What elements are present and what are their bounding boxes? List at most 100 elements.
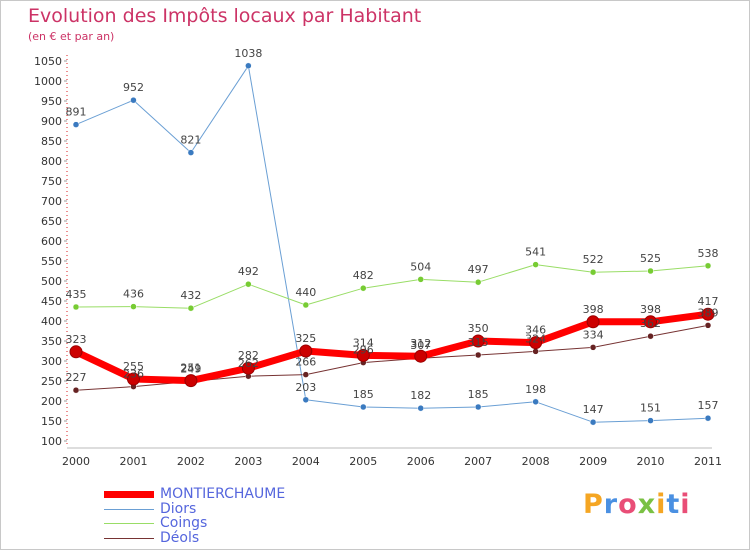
data-label-coings: 436 [123,288,144,301]
x-tick-label: 2010 [637,455,665,468]
data-label-dols: 236 [123,368,144,381]
data-point-montierchaume [471,334,485,348]
y-tick-label: 250 [41,375,62,388]
data-point-dols [474,351,482,359]
data-point-diors [245,62,252,70]
data-label-montierchaume: 398 [640,303,661,316]
data-label-montierchaume: 325 [295,332,316,345]
data-label-coings: 492 [238,265,259,278]
y-tick-label: 750 [41,175,62,188]
data-point-coings [532,261,539,268]
data-point-coings [474,278,482,286]
data-point-montierchaume [69,345,83,359]
series-line-diors [75,65,709,423]
y-tick-label: 350 [41,335,62,348]
data-label-montierchaume: 398 [583,303,604,316]
legend-label-deols: Déols [160,530,200,546]
data-label-dols: 262 [238,357,259,370]
legend-label-diors: Diors [160,501,197,517]
data-point-diors [187,149,195,156]
data-point-montierchaume [701,307,715,321]
data-point-montierchaume [414,349,428,363]
y-tick-label: 700 [41,195,62,208]
data-point-diors [72,121,80,128]
data-label-montierchaume: 417 [698,295,719,308]
x-tick-label: 2004 [292,455,320,468]
data-label-diors: 157 [698,399,719,412]
data-label-dols: 266 [295,356,316,369]
y-tick-label: 450 [41,295,62,308]
data-label-coings: 504 [410,260,431,273]
legend-item-coings: Coings [104,515,207,531]
data-point-dols [589,344,597,351]
data-point-montierchaume [586,315,600,329]
data-point-diors [130,96,137,104]
data-label-montierchaume: 314 [353,336,374,349]
data-label-coings: 440 [295,286,316,299]
data-point-coings [360,284,367,292]
x-tick-label: 2007 [464,455,492,468]
legend-swatch-deols [104,537,154,539]
legend-swatch-montierchaume [104,490,154,498]
data-point-coings [704,262,712,270]
x-tick-label: 2003 [234,455,262,468]
y-tick-label: 800 [41,155,62,168]
data-point-dols [72,386,80,394]
brand-logo: Proxiti [583,489,691,520]
data-point-diors [302,396,310,404]
data-point-montierchaume [241,361,255,375]
data-label-coings: 525 [640,252,661,265]
y-tick-label: 200 [41,395,62,408]
data-label-diors: 821 [180,134,201,147]
data-label-montierchaume: 282 [238,349,259,362]
data-label-dols: 324 [525,332,546,345]
y-tick-label: 100 [41,435,62,448]
data-point-montierchaume [529,336,543,350]
legend-swatch-coings [104,522,154,524]
data-label-diors: 182 [410,389,431,402]
data-point-coings [72,303,80,311]
x-tick-label: 2008 [522,455,550,468]
data-point-diors [589,418,597,426]
data-point-coings [417,276,424,283]
data-point-diors [417,404,424,412]
data-label-diors: 185 [353,388,374,401]
chart-title: Evolution des Impôts locaux par Habitant [28,5,422,27]
data-label-montierchaume: 346 [525,324,546,337]
data-point-coings [302,301,310,309]
data-point-dols [302,371,310,378]
data-label-dols: 296 [353,344,374,357]
data-point-diors [532,398,539,406]
data-label-coings: 541 [525,246,546,259]
y-tick-label: 900 [41,115,62,128]
data-point-coings [130,303,137,310]
data-point-diors [474,403,482,411]
data-point-diors [360,403,367,411]
data-label-diors: 185 [468,388,489,401]
y-tick-label: 550 [41,255,62,268]
data-point-dols [532,348,539,355]
data-point-coings [647,267,654,275]
y-tick-label: 300 [41,355,62,368]
y-tick-label: 650 [41,215,62,228]
legend-item-deols: Déols [104,530,199,546]
x-tick-label: 2002 [177,455,205,468]
data-point-diors [647,417,654,424]
y-tick-label: 850 [41,135,62,148]
data-label-diors: 1038 [234,47,262,60]
legend-label-montierchaume: MONTIERCHAUME [160,486,286,502]
y-tick-label: 400 [41,315,62,328]
data-point-montierchaume [299,344,313,358]
data-label-montierchaume: 255 [123,360,144,373]
data-label-coings: 497 [468,263,489,276]
data-point-montierchaume [356,348,370,362]
x-tick-label: 2006 [407,455,435,468]
data-point-montierchaume [126,372,140,386]
data-label-montierchaume: 323 [66,333,87,346]
data-label-dols: 307 [410,339,431,352]
x-tick-label: 2005 [349,455,377,468]
data-label-dols: 315 [468,336,489,349]
data-point-coings [589,268,597,276]
